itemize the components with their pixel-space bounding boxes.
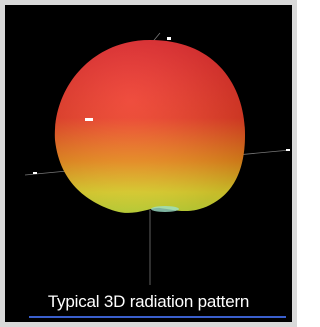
marker (33, 172, 37, 174)
lobe-highlight (151, 206, 179, 212)
pattern-shading (55, 40, 245, 213)
figure: Typical 3D radiation pattern (0, 0, 297, 327)
marker (85, 118, 93, 121)
marker (167, 37, 171, 40)
marker (286, 149, 290, 151)
radiation-render (5, 5, 292, 322)
caption: Typical 3D radiation pattern (5, 292, 292, 312)
caption-rule (29, 316, 286, 318)
